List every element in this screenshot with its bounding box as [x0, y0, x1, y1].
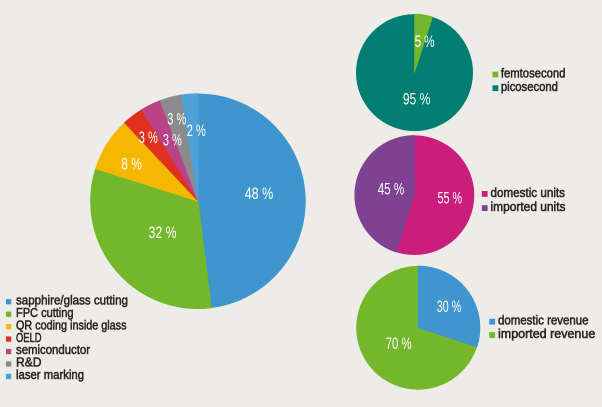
svg-text:55 %: 55 %	[438, 188, 463, 207]
svg-text:laser marking: laser marking	[16, 367, 84, 382]
svg-text:3 %: 3 %	[167, 109, 186, 128]
svg-text:OELD: OELD	[16, 330, 42, 345]
svg-text:8 %: 8 %	[121, 154, 142, 173]
svg-text:femtosecond: femtosecond	[501, 65, 566, 80]
svg-text:R&D: R&D	[16, 355, 42, 370]
svg-text:32 %: 32 %	[149, 223, 177, 242]
svg-text:3 %: 3 %	[139, 128, 158, 147]
svg-text:imported revenue: imported revenue	[498, 326, 595, 341]
svg-text:2 %: 2 %	[187, 121, 206, 140]
svg-text:QR coding inside glass: QR coding inside glass	[16, 317, 127, 332]
svg-text:5 %: 5 %	[415, 32, 435, 51]
svg-text:sapphire/glass cutting: sapphire/glass cutting	[16, 292, 128, 307]
svg-text:domestic units: domestic units	[491, 185, 566, 200]
svg-text:30 %: 30 %	[437, 297, 462, 316]
svg-text:3 %: 3 %	[163, 130, 182, 149]
svg-text:picosecond: picosecond	[501, 79, 558, 94]
svg-text:FPC cutting: FPC cutting	[16, 305, 74, 320]
svg-text:domestic revenue: domestic revenue	[498, 313, 589, 328]
svg-text:semiconductor: semiconductor	[16, 342, 91, 357]
svg-text:45 %: 45 %	[378, 179, 405, 198]
svg-text:imported units: imported units	[491, 199, 566, 214]
svg-text:70 %: 70 %	[386, 334, 412, 353]
svg-text:48 %: 48 %	[245, 184, 274, 203]
svg-text:95 %: 95 %	[403, 89, 431, 108]
